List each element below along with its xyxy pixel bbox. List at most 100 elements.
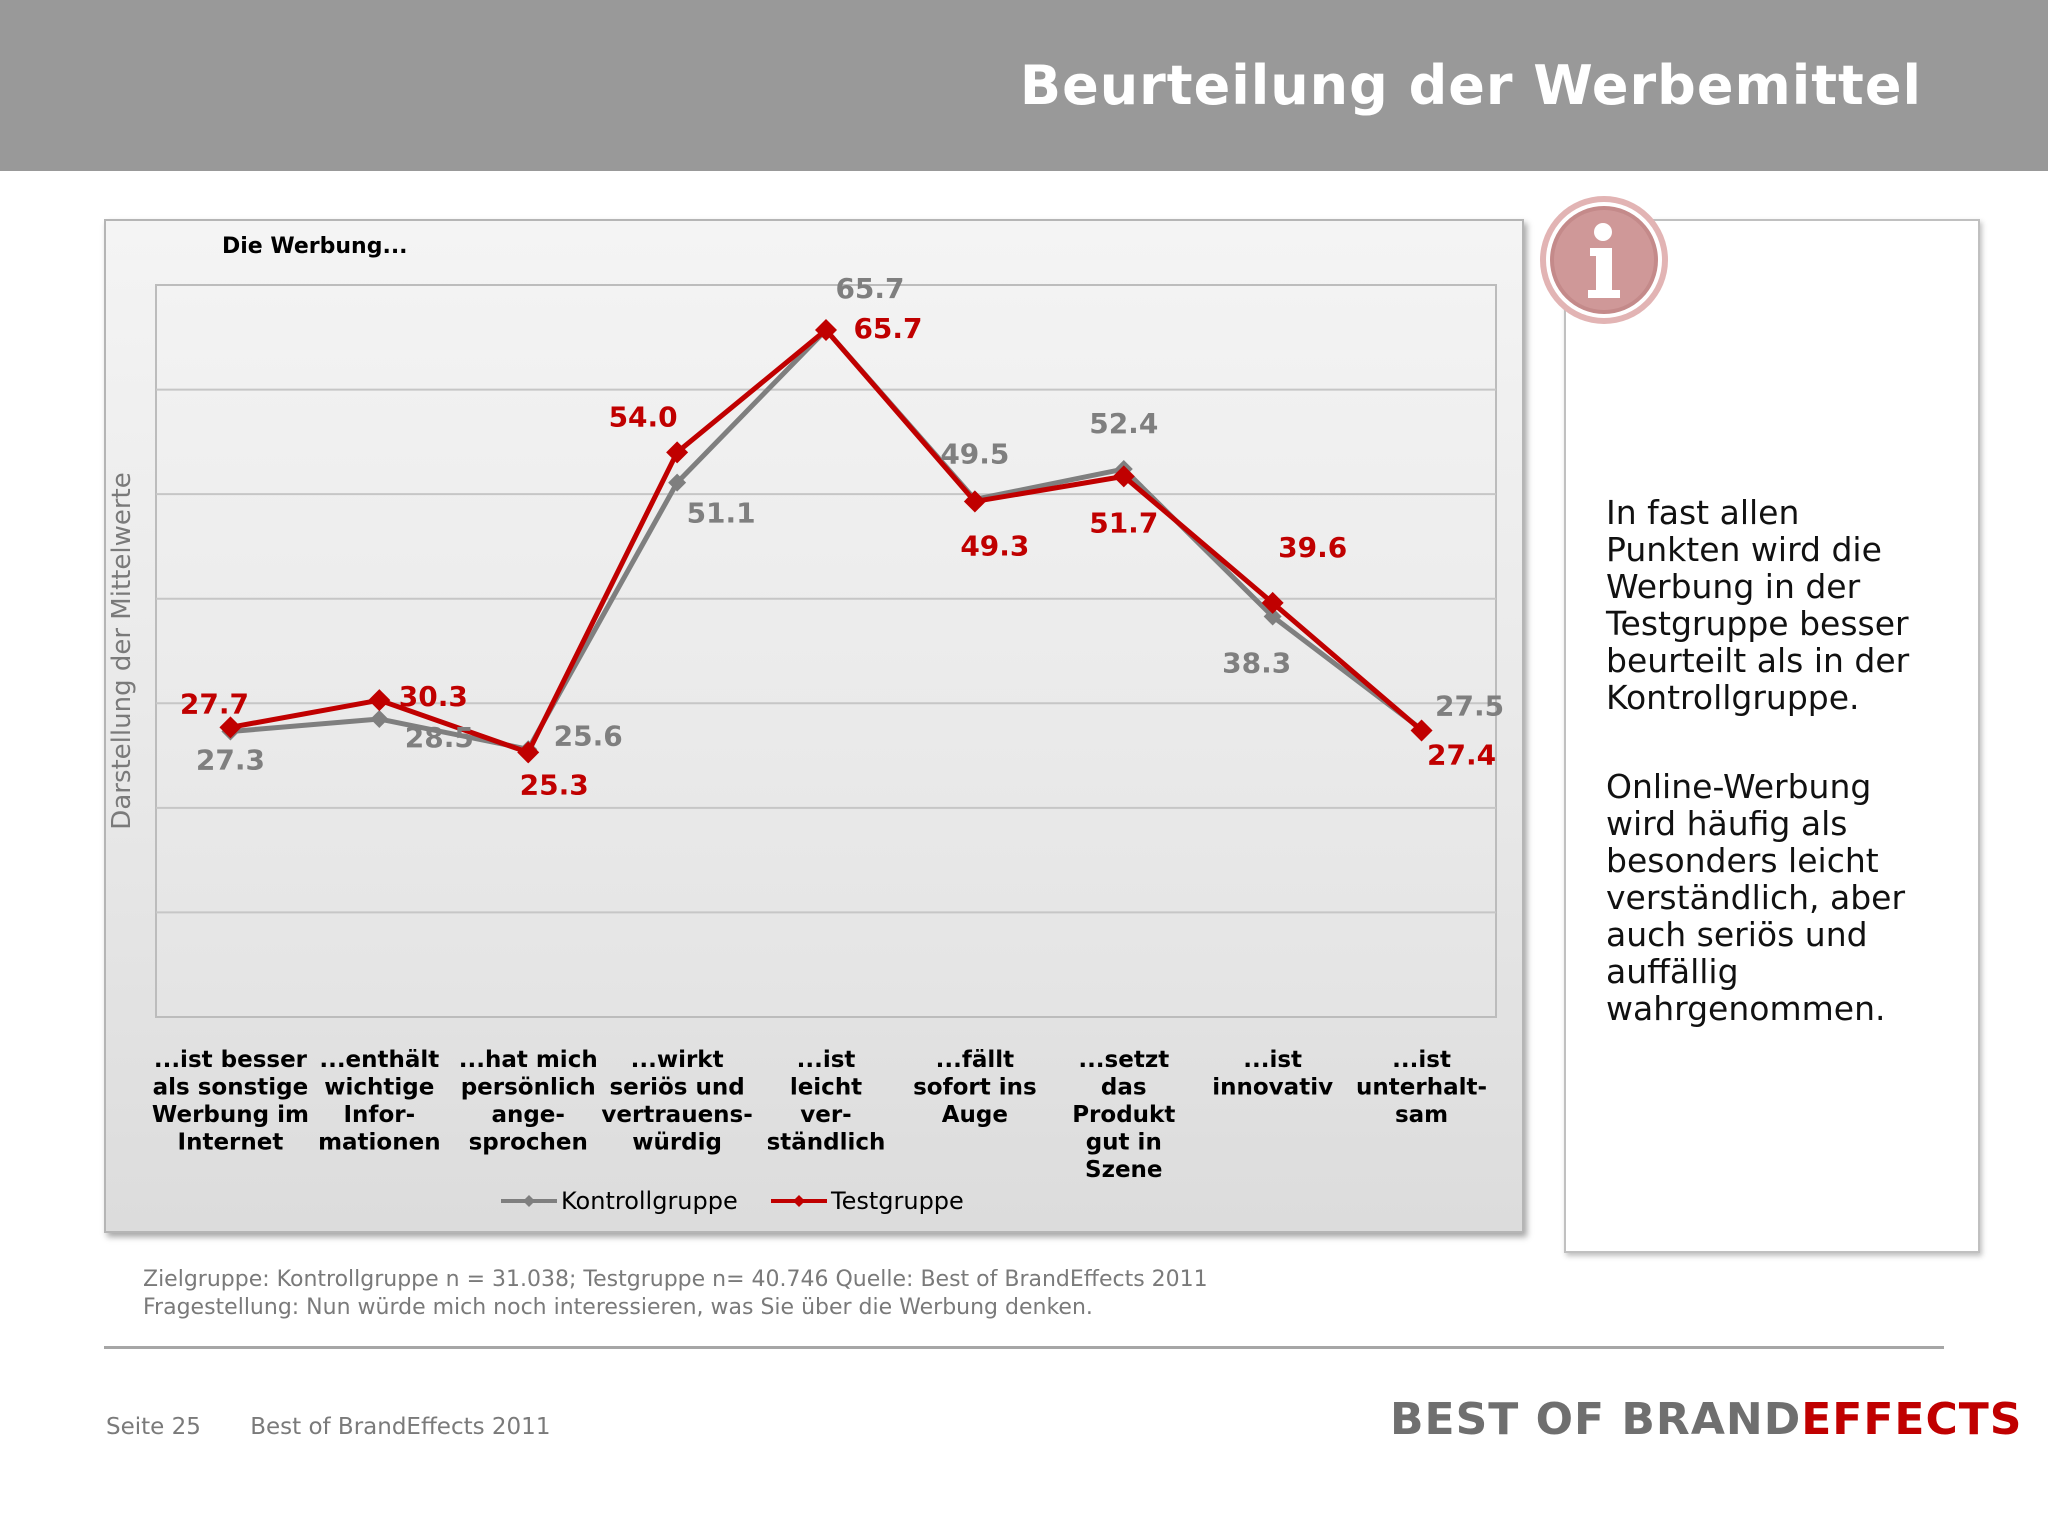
info-line: In fast allen [1606, 493, 1800, 532]
x-tick-label: ...ist innovativ [1212, 1047, 1333, 1101]
data-label-kontrollgruppe: 28.5 [405, 721, 474, 754]
x-tick-label-line: vertrauens- [601, 1102, 752, 1128]
legend-swatch-marker [793, 1195, 805, 1207]
x-tick-label-line: ...ist [797, 1047, 856, 1073]
x-tick-label-line: sofort ins [913, 1075, 1037, 1101]
x-tick-label-line: Werbung im [152, 1102, 309, 1128]
data-label-kontrollgruppe: 25.6 [554, 719, 623, 752]
data-label-testgruppe: 27.4 [1427, 738, 1496, 771]
data-point-testgruppe [815, 318, 837, 341]
x-tick-label-line: ...ist [1243, 1047, 1302, 1073]
info-line: verständlich, aber [1606, 878, 1906, 917]
data-label-kontrollgruppe: 27.3 [196, 744, 265, 777]
x-tick-label-line: als sonstige [153, 1075, 309, 1101]
x-tick-label-line: sam [1395, 1102, 1448, 1128]
x-tick-label-line: ange- [491, 1102, 565, 1128]
data-point-kontrollgruppe [668, 473, 687, 492]
data-point-testgruppe [666, 441, 689, 464]
data-point-testgruppe [963, 490, 986, 513]
data-point-testgruppe [517, 741, 540, 764]
chart-panel: Die Werbung... Darstellung der Mittelwert… [104, 219, 1524, 1233]
data-label-kontrollgruppe: 65.7 [835, 272, 904, 305]
x-tick-label-line: Auge [942, 1102, 1008, 1128]
x-tick-label-line: ver- [800, 1102, 851, 1128]
x-tick-label-line: würdig [632, 1130, 722, 1156]
data-point-kontrollgruppe [1263, 607, 1282, 626]
info-line: beurteilt als in der [1606, 641, 1910, 680]
info-paragraph: Online-Werbung wird häufig als besonders l… [1606, 768, 1966, 1027]
x-tick-label-line: persönlich [461, 1075, 596, 1101]
x-tick-label-line: wichtige [324, 1075, 434, 1101]
data-label-kontrollgruppe: 38.3 [1222, 646, 1291, 679]
header-bar: Beurteilung der Werbemittel [0, 0, 2048, 171]
page-number: Seite 25 [106, 1414, 201, 1440]
x-tick-label-line: ...setzt [1078, 1047, 1169, 1073]
x-tick-label-line: das [1101, 1075, 1147, 1101]
data-label-testgruppe: 49.3 [960, 529, 1029, 562]
data-label-testgruppe: 27.7 [180, 687, 249, 720]
x-tick-label-line: Szene [1085, 1157, 1163, 1183]
data-point-testgruppe [219, 716, 242, 739]
info-text: In fast allen Punkten wird die Werbung in … [1606, 494, 1966, 1079]
data-point-testgruppe [1410, 719, 1433, 742]
info-line: Testgruppe besser [1606, 604, 1909, 643]
info-icon [1540, 196, 1668, 324]
data-label-testgruppe: 51.7 [1089, 506, 1158, 539]
x-tick-label-line: ...hat mich [459, 1047, 598, 1073]
data-point-testgruppe [368, 689, 391, 712]
y-axis-label: Darstellung der Mittelwerte [107, 472, 137, 829]
plot-area [155, 284, 1497, 1018]
x-tick-label: ...ist unterhalt-sam [1356, 1047, 1487, 1128]
chart-title: Die Werbung... [222, 234, 408, 259]
info-line: wahrgenommen. [1606, 989, 1886, 1028]
x-tick-label-line: sprochen [469, 1130, 588, 1156]
footer-info: Seite 25 Best of BrandEffects 2011 [106, 1414, 592, 1440]
info-line: auffällig [1606, 952, 1739, 991]
data-label-kontrollgruppe: 51.1 [687, 497, 756, 530]
x-tick-label-line: ...ist [1392, 1047, 1451, 1073]
x-tick-label-line: ständlich [767, 1130, 886, 1156]
data-point-testgruppe [1112, 465, 1135, 488]
x-tick-label-line: innovativ [1212, 1075, 1333, 1101]
info-line: besonders leicht [1606, 841, 1879, 880]
x-tick-label: ...fällt sofort ins Auge [913, 1047, 1037, 1128]
info-line: wird häufig als [1606, 804, 1848, 843]
info-line: Werbung in der [1606, 567, 1861, 606]
info-paragraph: In fast allen Punkten wird die Werbung in … [1606, 494, 1966, 716]
legend-label: Kontrollgruppe [561, 1187, 738, 1215]
x-tick-label-line: unterhalt- [1356, 1075, 1487, 1101]
data-label-kontrollgruppe: 49.5 [940, 437, 1009, 470]
logo-text-gray: BEST OF BRAND [1390, 1394, 1802, 1445]
data-label-kontrollgruppe: 27.5 [1435, 689, 1504, 722]
footer-divider [104, 1346, 1944, 1349]
footnote-target-group: Zielgruppe: Kontrollgruppe n = 31.038; T… [143, 1267, 1208, 1292]
x-tick-label-line: ...fällt [936, 1047, 1015, 1073]
x-tick-label-line: Produkt [1072, 1102, 1175, 1128]
logo-bracket-icon [2043, 1394, 2048, 1450]
x-tick-label-line: seriös und [609, 1075, 744, 1101]
data-label-testgruppe: 30.3 [399, 680, 468, 713]
data-label-testgruppe: 54.0 [609, 400, 678, 433]
footnote-question: Fragestellung: Nun würde mich noch inter… [143, 1295, 1093, 1320]
data-label-kontrollgruppe: 52.4 [1089, 407, 1158, 440]
x-tick-label: ...enthält wichtige Infor-mationen [318, 1047, 441, 1156]
x-tick-label: ...wirkt seriös und vertrauens-würdig [601, 1047, 752, 1156]
page-title: Beurteilung der Werbemittel [1019, 54, 1922, 117]
info-line: Kontrollgruppe. [1606, 678, 1860, 717]
x-tick-label: ...setzt das Produkt gut in Szene [1072, 1047, 1175, 1183]
logo-text-red: EFFECTS [1801, 1394, 2023, 1445]
info-line: auch seriös und [1606, 915, 1868, 954]
x-tick-label-line: Infor- [344, 1102, 416, 1128]
x-tick-label-line: ...ist besser [154, 1047, 308, 1073]
legend-swatch-marker [523, 1195, 535, 1207]
x-tick-label-line: ...enthält [319, 1047, 439, 1073]
legend-label: Testgruppe [830, 1187, 964, 1215]
data-point-kontrollgruppe [370, 709, 389, 728]
data-label-testgruppe: 39.6 [1278, 531, 1347, 564]
x-tick-label: ...ist leicht ver-ständlich [767, 1047, 886, 1156]
x-tick-label-line: mationen [318, 1130, 441, 1156]
info-line: Punkten wird die [1606, 530, 1882, 569]
x-tick-label: ...hat mich persönlich ange-sprochen [459, 1047, 598, 1156]
brand-logo: BEST OF BRANDEFFECTS [1390, 1394, 2048, 1450]
footer-source: Best of BrandEffects 2011 [250, 1414, 551, 1440]
